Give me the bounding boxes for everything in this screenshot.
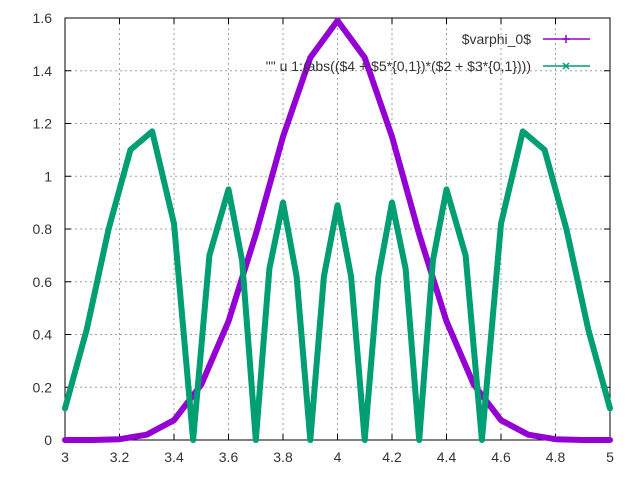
y-tick-label: 0.2 xyxy=(33,379,53,395)
legend-marker-1 xyxy=(562,35,570,43)
y-tick-label: 0.4 xyxy=(33,327,53,343)
legend: $varphi_0$ "" u 1:(abs(($4 + $5*{0,1})*($… xyxy=(266,31,590,74)
grid-lines xyxy=(65,18,610,440)
x-tick-label: 3 xyxy=(61,449,69,465)
x-tick-label: 3.8 xyxy=(273,449,293,465)
x-tick-label: 5 xyxy=(606,449,614,465)
x-tick-label: 4.6 xyxy=(491,449,511,465)
y-tick-label: 0.6 xyxy=(33,274,53,290)
legend-marker-2 xyxy=(562,62,570,70)
axis-ticks: 3 3.2 3.4 3.6 3.8 4 4.2 4.4 4.6 4.8 5 0 0.2 0.4 0.6 0.8… xyxy=(33,10,615,465)
x-tick-label: 4.4 xyxy=(437,449,457,465)
series-group xyxy=(62,17,613,443)
x-tick-label: 3.4 xyxy=(164,449,184,465)
legend-label-1: $varphi_0$ xyxy=(462,31,531,47)
y-tick-label: 1.6 xyxy=(33,10,53,26)
y-tick-label: 1.4 xyxy=(33,63,53,79)
x-tick-label: 4 xyxy=(334,449,342,465)
y-tick-label: 0 xyxy=(44,432,52,448)
x-tick-label: 4.8 xyxy=(546,449,566,465)
x-tick-label: 3.6 xyxy=(219,449,239,465)
y-tick-label: 1.2 xyxy=(33,116,53,132)
x-tick-label: 3.2 xyxy=(110,449,130,465)
legend-label-2: "" u 1:(abs(($4 + $5*{0,1})*($2 + $3*{0,… xyxy=(266,58,531,74)
y-tick-label: 0.8 xyxy=(33,221,53,237)
x-tick-label: 4.2 xyxy=(382,449,402,465)
series-line-1 xyxy=(62,17,613,443)
y-tick-label: 1 xyxy=(44,168,52,184)
series-line-2 xyxy=(62,128,613,443)
